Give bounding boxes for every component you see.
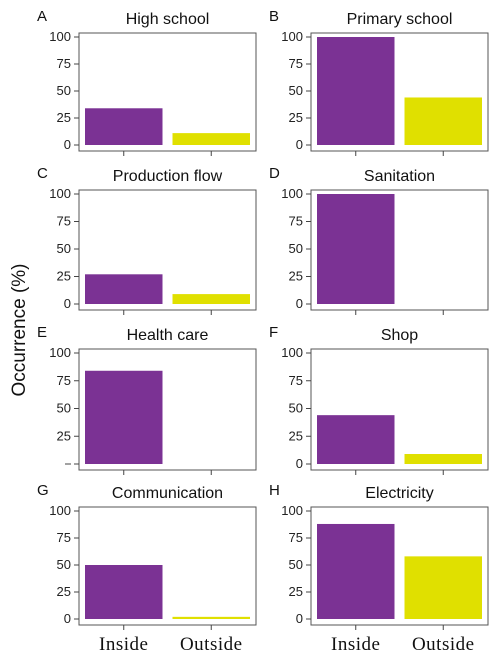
panel-title: Sanitation (364, 168, 435, 185)
panel-e: E Health care 25 50 75 100 (37, 324, 257, 475)
y-tick-label: 50 (289, 401, 303, 416)
bar-outside (172, 616, 250, 619)
y-tick-label: 75 (289, 214, 303, 229)
panel-letter: G (37, 482, 49, 499)
y-tick-label: 50 (289, 83, 303, 98)
y-tick-label: 100 (281, 503, 303, 518)
bar-inside (85, 565, 163, 619)
panel-d: D Sanitation 0 25 50 75 100 (269, 165, 489, 315)
panel-letter: C (37, 165, 48, 182)
y-tick-label: 100 (49, 345, 71, 360)
y-tick-label: 0 (296, 296, 303, 311)
x-category-label-outside: Outside (412, 634, 475, 655)
y-tick-label: 50 (57, 83, 71, 98)
y-tick-label: 75 (289, 530, 303, 545)
plot-frame (310, 348, 489, 471)
bar-inside (317, 37, 395, 145)
y-tick-label: 50 (57, 241, 71, 256)
plot-frame (310, 506, 489, 626)
panel-g: G Communication 0 25 50 75 100 (37, 482, 257, 630)
y-tick-label: 25 (289, 110, 303, 125)
panel-title: Communication (112, 485, 223, 502)
global-y-axis-label: Occurrence (%) (9, 263, 30, 396)
y-tick-label: 100 (281, 186, 303, 201)
panel-title: High school (126, 11, 210, 28)
y-tick-label: 25 (57, 269, 71, 284)
y-tick-label: 75 (57, 214, 71, 229)
panel-title: Electricity (365, 485, 433, 502)
y-tick-label: 50 (57, 401, 71, 416)
panel-letter: F (269, 324, 278, 341)
y-tick-label: 75 (57, 530, 71, 545)
y-tick-label: 100 (49, 503, 71, 518)
y-tick-label: 75 (289, 373, 303, 388)
x-category-label-outside: Outside (180, 634, 243, 655)
y-tick-label: 25 (57, 110, 71, 125)
panel-letter: A (37, 8, 47, 25)
panel-letter: E (37, 324, 47, 341)
y-tick-label: 0 (296, 456, 303, 471)
bar-outside (172, 133, 250, 145)
bar-inside (317, 523, 395, 619)
bar-inside (85, 370, 163, 464)
plot-frame (310, 32, 489, 152)
panel-letter: D (269, 165, 280, 182)
bar-outside (404, 97, 482, 145)
y-tick-label: 0 (64, 137, 71, 152)
bar-outside (172, 294, 250, 304)
bar-inside (317, 194, 395, 304)
panel-h: H Electricity 0 25 50 75 100 (269, 482, 489, 630)
panel-title: Primary school (347, 11, 453, 28)
plot-frame (310, 189, 489, 311)
x-category-label-inside: Inside (331, 634, 380, 655)
panel-letter: H (269, 482, 280, 499)
panel-b: B Primary school 0 25 50 75 100 (269, 8, 489, 156)
panel-f: F Shop 0 25 50 75 100 (269, 324, 489, 475)
bar-inside (85, 108, 163, 145)
y-tick-label: 25 (289, 584, 303, 599)
y-tick-label: 0 (64, 611, 71, 626)
y-tick-label: 50 (289, 557, 303, 572)
y-tick-label: 25 (57, 584, 71, 599)
y-tick-label: 100 (281, 345, 303, 360)
y-tick-label: 100 (281, 29, 303, 44)
plot-frame (78, 506, 257, 626)
y-tick-label: 100 (49, 29, 71, 44)
y-tick-label: 100 (49, 186, 71, 201)
bar-inside (85, 274, 163, 304)
bar-outside (404, 556, 482, 619)
y-tick-label: 0 (296, 611, 303, 626)
y-tick-label: 50 (289, 241, 303, 256)
bar-inside (317, 415, 395, 464)
panel-c: C Production flow 0 25 50 75 100 (37, 165, 257, 315)
panel-title: Production flow (113, 168, 223, 185)
panel-title: Shop (381, 327, 418, 344)
y-tick-label: 75 (57, 56, 71, 71)
x-category-labels: Inside Outside Inside Outside (99, 634, 475, 655)
y-tick-label: 50 (57, 557, 71, 572)
panel-a: A High school 0 25 50 75 100 (37, 8, 257, 156)
y-tick-label: 25 (289, 428, 303, 443)
x-category-label-inside: Inside (99, 634, 148, 655)
plot-frame (78, 189, 257, 311)
y-tick-label: 0 (296, 137, 303, 152)
plot-frame (78, 348, 257, 471)
y-tick-label: 25 (289, 269, 303, 284)
y-tick-label: 0 (64, 296, 71, 311)
y-tick-label: 75 (57, 373, 71, 388)
panel-title: Health care (127, 327, 209, 344)
panel-letter: B (269, 8, 279, 25)
y-tick-label: 75 (289, 56, 303, 71)
bar-outside (404, 454, 482, 464)
plot-frame (78, 32, 257, 152)
y-tick-label: 25 (57, 428, 71, 443)
